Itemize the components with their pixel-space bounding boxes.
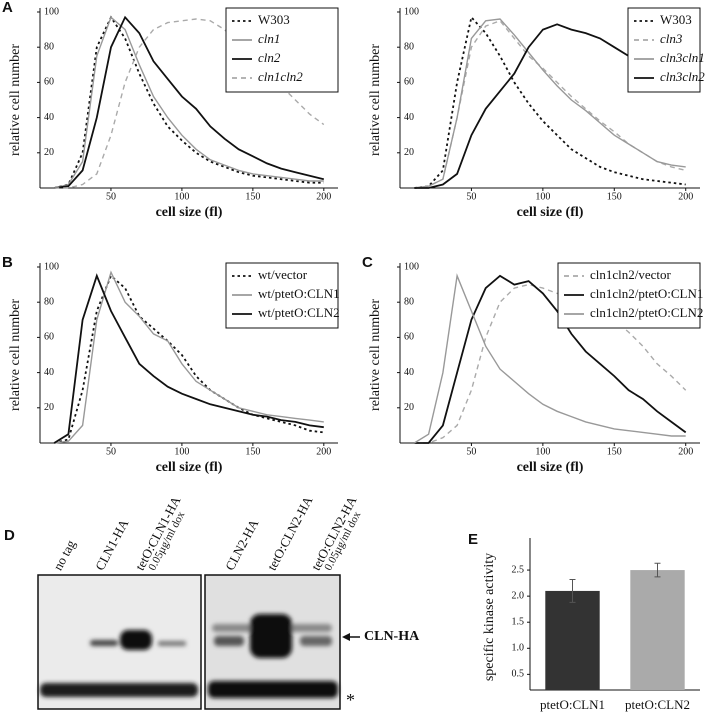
x-tick-label: 200	[678, 446, 693, 457]
series-line	[53, 274, 324, 444]
bands	[40, 614, 338, 698]
lane-label: CLN2-HA	[222, 516, 262, 573]
y-tick-label: 80	[44, 41, 54, 52]
y-tick-label: 60	[44, 332, 54, 343]
y-tick-label: 20	[404, 147, 414, 158]
x-tick-label: ptetO:CLN2	[625, 697, 690, 712]
legend-label: cln2	[258, 50, 281, 65]
legend-label: cln1cln2/ptetO:CLN1	[590, 286, 703, 301]
y-tick-label: 100	[44, 6, 59, 17]
series-line	[413, 273, 686, 444]
x-tick-label: 50	[106, 446, 116, 457]
y-tick-label: 80	[44, 296, 54, 307]
x-tick-label: 50	[466, 446, 476, 457]
series-line	[53, 15, 324, 189]
x-axis-label: cell size (fl)	[517, 205, 584, 220]
error-bar	[654, 562, 661, 578]
y-tick-label: 1.0	[512, 643, 525, 654]
y-tick-label: 40	[404, 112, 414, 123]
legend-label: W303	[660, 12, 692, 27]
x-tick-label: 150	[607, 446, 622, 457]
x-tick-label: 200	[316, 446, 331, 457]
legend-label: cln3cln1	[660, 50, 705, 65]
y-tick-label: 0.5	[512, 669, 525, 680]
y-tick-label: 40	[404, 367, 414, 378]
y-tick-label: 40	[44, 367, 54, 378]
y-tick-label: 100	[404, 261, 419, 272]
y-axis-label: relative cell number	[8, 299, 23, 411]
panel-label: A	[2, 0, 13, 16]
y-axis-label: relative cell number	[368, 44, 383, 156]
arrow-head	[342, 633, 350, 641]
legend-label: wt/vector	[258, 267, 308, 282]
x-tick-label: 200	[678, 191, 693, 202]
series-line	[414, 18, 686, 189]
y-tick-label: 60	[44, 77, 54, 88]
x-tick-label: 100	[174, 446, 189, 457]
y-tick-label: 60	[404, 332, 414, 343]
panel-label: B	[2, 254, 13, 271]
x-tick-label: 150	[607, 191, 622, 202]
y-tick-label: 100	[404, 6, 419, 17]
x-tick-label: 150	[245, 446, 260, 457]
y-tick-label: 20	[44, 147, 54, 158]
y-tick-label: 2.5	[512, 564, 525, 575]
y-tick-label: 60	[404, 77, 414, 88]
series-line	[414, 283, 687, 444]
series-line	[54, 15, 325, 189]
panel-label: D	[4, 527, 15, 544]
x-tick-label: 150	[245, 191, 260, 202]
series-line	[54, 270, 324, 444]
legend-label: cln1cln2	[258, 69, 303, 84]
x-tick-label: 100	[535, 446, 550, 457]
bar	[545, 590, 600, 690]
legend-label: wt/ptetO:CLN1	[258, 286, 340, 301]
lane-label: no tag	[50, 537, 79, 573]
y-tick-label: 40	[44, 112, 54, 123]
x-tick-label: 50	[466, 191, 476, 202]
y-tick-label: 80	[404, 41, 414, 52]
error-bar	[569, 578, 576, 603]
blot: D CLN-HA *	[4, 527, 420, 710]
panel-label: C	[362, 254, 373, 271]
series-line	[53, 273, 324, 444]
legend-label: wt/ptetO:CLN2	[258, 305, 340, 320]
band-label: CLN-HA	[364, 629, 420, 644]
x-tick-label: 200	[316, 191, 331, 202]
x-tick-label: 100	[535, 191, 550, 202]
legend-label: cln1cln2/vector	[590, 267, 672, 282]
legend-label: cln1	[258, 31, 280, 46]
bar	[630, 570, 685, 690]
x-axis-label: cell size (fl)	[156, 205, 223, 220]
x-tick-label: 50	[106, 191, 116, 202]
x-tick-label: 100	[174, 191, 189, 202]
y-tick-label: 1.5	[512, 617, 525, 628]
legend-label: W303	[258, 12, 290, 27]
series-line	[54, 16, 324, 189]
y-axis-label: specific kinase activity	[482, 553, 497, 681]
y-tick-label: 80	[404, 296, 414, 307]
legend-label: cln1cln2/ptetO:CLN2	[590, 305, 703, 320]
lane-label: CLN1-HA	[92, 516, 132, 573]
y-tick-label: 20	[404, 402, 414, 413]
x-axis-label: cell size (fl)	[156, 460, 223, 475]
legend-label: cln3	[660, 31, 683, 46]
y-tick-label: 100	[44, 261, 59, 272]
panel-label: E	[468, 531, 478, 548]
x-tick-label: ptetO:CLN1	[540, 697, 605, 712]
y-axis-label: relative cell number	[368, 299, 383, 411]
lane-label: tetO:CLN2-HA	[264, 493, 316, 573]
y-tick-label: 2.0	[512, 590, 525, 601]
marker-label: *	[346, 690, 355, 710]
x-axis-label: cell size (fl)	[517, 460, 584, 475]
y-tick-label: 20	[44, 402, 54, 413]
legend-label: cln3cln2	[660, 69, 705, 84]
y-axis-label: relative cell number	[8, 44, 23, 156]
series-line	[414, 274, 687, 444]
